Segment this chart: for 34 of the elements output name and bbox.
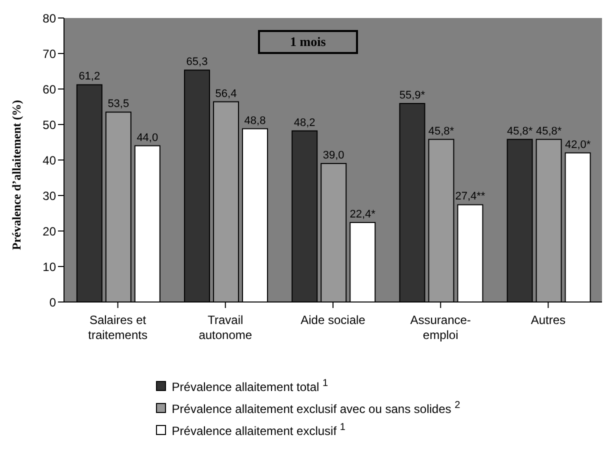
- data-label: 45,8*: [428, 125, 455, 138]
- data-label: 53,5: [108, 98, 130, 110]
- legend-label: Prévalence allaitement exclusif $^{1}$: [172, 422, 346, 438]
- y-tick-label: 60: [42, 82, 56, 96]
- y-tick-label: 50: [42, 118, 56, 132]
- legend-label: Prévalence allaitement total $^{1}$: [172, 378, 328, 394]
- y-tick-label: 70: [42, 46, 56, 61]
- x-tick-label: Salaires et traitements: [88, 313, 148, 342]
- data-label: 22,4*: [350, 208, 376, 220]
- y-axis-title: Prévalence d’allaitement (%): [9, 100, 24, 250]
- data-label: 27,4**: [455, 190, 486, 203]
- data-label: 45,8*: [536, 125, 562, 138]
- data-label: 61,2: [78, 70, 100, 83]
- data-label: 65,3: [186, 56, 208, 68]
- legend-label: Prévalence allaitement exclusif avec ou sans solides $^{2}$: [172, 400, 460, 416]
- data-label: 48,2: [294, 116, 316, 129]
- x-tick-label: Travail autonome: [198, 313, 252, 342]
- y-tick-label: 20: [42, 224, 56, 238]
- data-label: 45,8*: [506, 125, 534, 138]
- data-label: 55,9*: [399, 90, 426, 102]
- data-label: 42,0*: [564, 138, 592, 151]
- x-tick-label: Aide sociale: [300, 313, 366, 327]
- y-tick-label: 40: [42, 153, 56, 168]
- data-label: 48,8: [244, 114, 266, 127]
- y-tick-label: 80: [42, 11, 56, 26]
- data-label: 44,0: [136, 132, 158, 144]
- y-tick-label: 30: [42, 188, 56, 203]
- x-tick-label: Autres: [530, 313, 566, 327]
- data-label: 56,4: [215, 88, 237, 100]
- x-tick-label: Assurance-emploi: [410, 313, 471, 342]
- annotation: 1 mois: [258, 30, 358, 54]
- y-tick-label: 10: [42, 260, 56, 274]
- y-tick-label: 0: [49, 295, 56, 310]
- data-label: 39,0: [322, 150, 344, 162]
